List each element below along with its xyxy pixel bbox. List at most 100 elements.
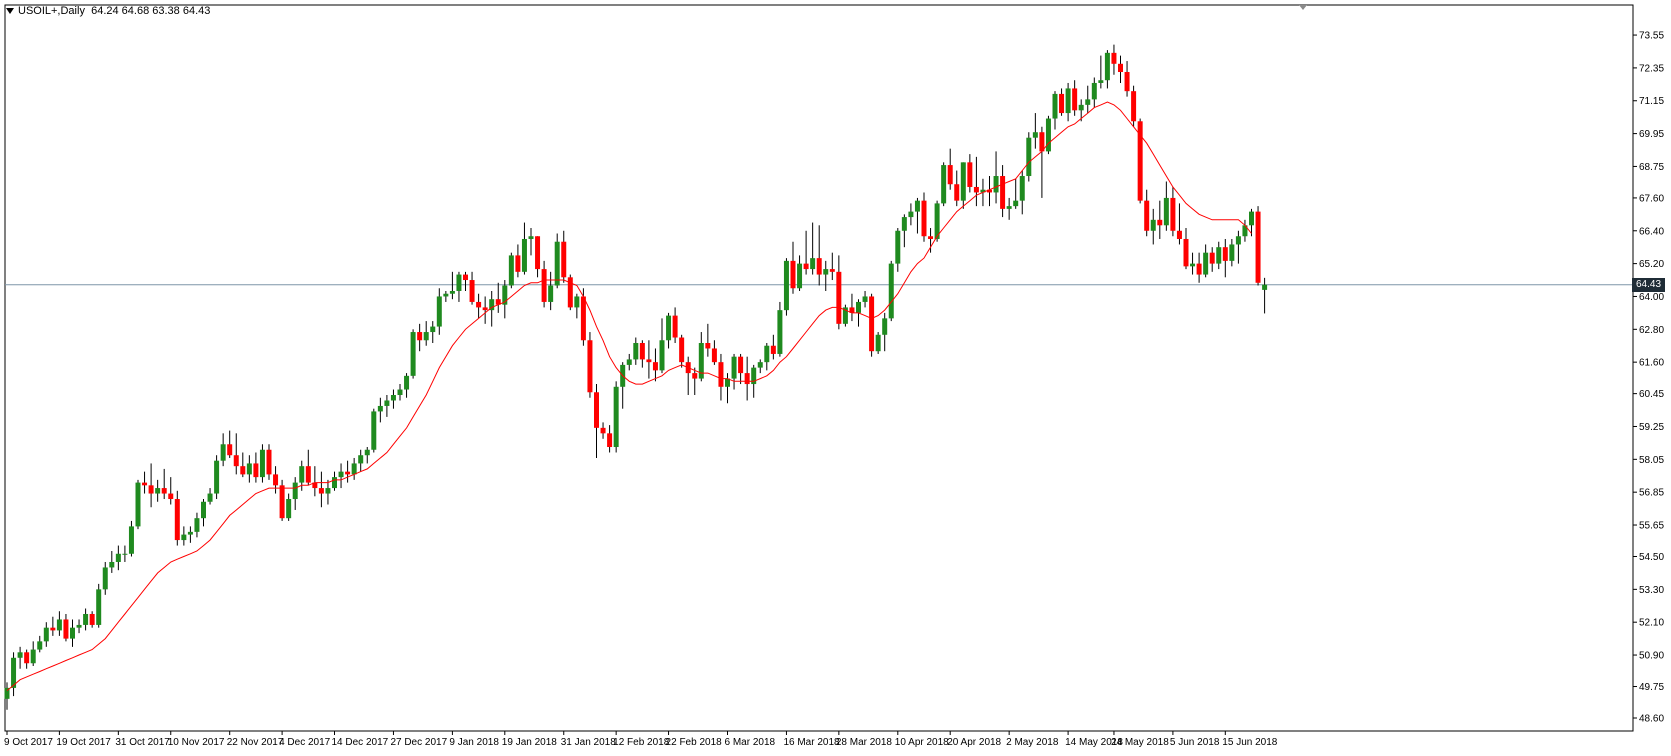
candle[interactable]	[364, 447, 370, 464]
candle[interactable]	[1026, 132, 1032, 182]
candle[interactable]	[332, 471, 337, 491]
candle[interactable]	[377, 397, 383, 423]
candle[interactable]	[463, 271, 468, 291]
candle[interactable]	[109, 551, 115, 573]
candle[interactable]	[1157, 200, 1163, 239]
candle[interactable]	[1118, 55, 1123, 83]
candle[interactable]	[947, 148, 953, 190]
candle[interactable]	[142, 471, 148, 494]
candle[interactable]	[816, 225, 822, 286]
candle[interactable]	[580, 288, 586, 346]
candle[interactable]	[168, 477, 174, 505]
candle[interactable]	[240, 452, 246, 478]
candle[interactable]	[1078, 99, 1084, 122]
candle[interactable]	[810, 222, 816, 275]
candle[interactable]	[895, 228, 901, 272]
candle[interactable]	[469, 271, 475, 305]
candle[interactable]	[155, 479, 161, 502]
candle[interactable]	[201, 499, 206, 527]
candle[interactable]	[777, 301, 783, 357]
candle[interactable]	[246, 455, 252, 483]
candle[interactable]	[128, 520, 134, 557]
candle[interactable]	[1104, 50, 1110, 89]
candle[interactable]	[535, 236, 541, 278]
candle[interactable]	[882, 312, 888, 352]
candle[interactable]	[17, 646, 23, 669]
candle[interactable]	[908, 203, 914, 226]
candle[interactable]	[1229, 238, 1235, 267]
candle[interactable]	[489, 290, 495, 327]
candle[interactable]	[672, 307, 678, 343]
candle[interactable]	[312, 466, 318, 497]
candle[interactable]	[259, 444, 265, 483]
candle[interactable]	[1006, 197, 1012, 220]
candle[interactable]	[587, 332, 593, 398]
candle[interactable]	[4, 682, 10, 710]
candle[interactable]	[607, 425, 613, 453]
candle[interactable]	[764, 342, 770, 371]
candle[interactable]	[515, 244, 521, 278]
candle[interactable]	[318, 471, 324, 508]
candle[interactable]	[1222, 238, 1228, 278]
candle[interactable]	[1045, 115, 1051, 155]
candle[interactable]	[869, 293, 875, 357]
candle[interactable]	[1190, 252, 1196, 275]
candle[interactable]	[967, 154, 973, 193]
candle[interactable]	[397, 384, 403, 401]
candle[interactable]	[960, 162, 966, 209]
candle[interactable]	[56, 611, 62, 636]
candle[interactable]	[430, 321, 436, 343]
candle[interactable]	[1059, 88, 1065, 116]
candle[interactable]	[679, 334, 685, 368]
candle[interactable]	[135, 479, 141, 530]
candle[interactable]	[227, 430, 233, 458]
candle[interactable]	[443, 290, 449, 302]
candle[interactable]	[548, 271, 554, 311]
candle[interactable]	[1019, 170, 1025, 215]
candle[interactable]	[783, 258, 789, 316]
candle[interactable]	[37, 635, 43, 653]
candle[interactable]	[561, 230, 567, 283]
candle[interactable]	[528, 228, 534, 256]
candle[interactable]	[187, 526, 193, 543]
candle[interactable]	[849, 293, 855, 322]
candle[interactable]	[161, 468, 167, 500]
candle[interactable]	[50, 616, 56, 636]
candle[interactable]	[993, 151, 999, 204]
candle[interactable]	[862, 290, 868, 308]
candle[interactable]	[600, 422, 606, 439]
candle[interactable]	[181, 526, 187, 546]
candle[interactable]	[1032, 113, 1038, 149]
candle[interactable]	[1242, 219, 1248, 242]
candle[interactable]	[626, 353, 632, 371]
candle[interactable]	[305, 449, 311, 486]
candle[interactable]	[207, 488, 213, 505]
candle[interactable]	[266, 444, 272, 480]
candle[interactable]	[1170, 186, 1176, 237]
candle[interactable]	[928, 228, 934, 253]
candle[interactable]	[1249, 208, 1254, 237]
candle[interactable]	[790, 241, 796, 294]
candle[interactable]	[404, 373, 410, 398]
candle[interactable]	[888, 260, 894, 322]
candle[interactable]	[1137, 118, 1143, 204]
candle[interactable]	[1235, 230, 1241, 264]
candle[interactable]	[449, 271, 455, 300]
candle[interactable]	[423, 321, 429, 346]
candle[interactable]	[338, 463, 344, 489]
candle[interactable]	[115, 545, 121, 571]
candle[interactable]	[482, 296, 488, 324]
candle[interactable]	[901, 214, 907, 248]
candle[interactable]	[757, 359, 763, 374]
candle[interactable]	[351, 457, 357, 480]
candle[interactable]	[384, 395, 390, 417]
candle[interactable]	[829, 252, 835, 281]
candle[interactable]	[1262, 277, 1268, 314]
candle[interactable]	[174, 490, 180, 546]
candle[interactable]	[1065, 82, 1071, 122]
candle[interactable]	[692, 367, 698, 396]
candle[interactable]	[875, 332, 881, 354]
candle[interactable]	[567, 274, 573, 311]
candle[interactable]	[941, 162, 947, 207]
